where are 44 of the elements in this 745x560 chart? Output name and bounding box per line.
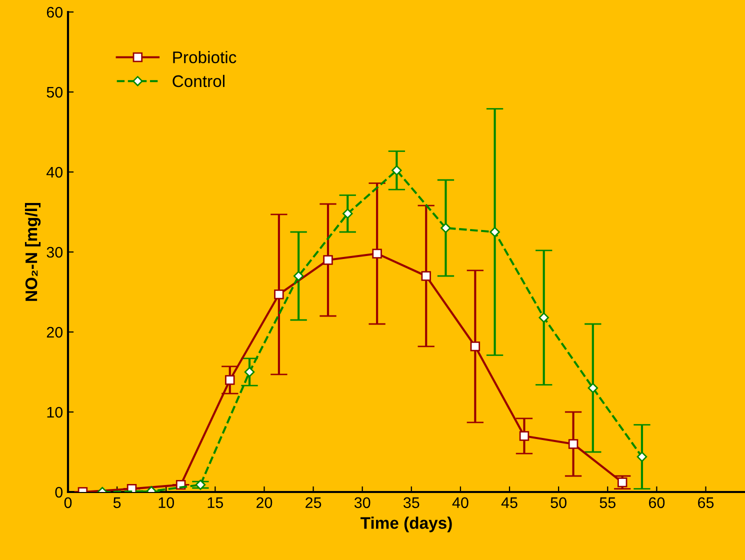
x-axis-title: Time (days) — [360, 516, 452, 532]
point — [392, 165, 402, 176]
x-tick-label: 5 — [113, 497, 121, 508]
point — [244, 366, 255, 378]
x-tick-label: 35 — [403, 497, 420, 508]
point — [519, 431, 530, 441]
point — [225, 375, 235, 385]
point — [538, 312, 549, 323]
x-tick-label: 40 — [452, 497, 468, 508]
point — [293, 270, 304, 282]
point — [323, 255, 333, 265]
y-tick-label: 10 — [47, 406, 63, 418]
y-tick-label: 50 — [46, 86, 63, 98]
point — [342, 208, 353, 219]
point — [636, 452, 648, 462]
y-tick-label: 20 — [46, 326, 63, 338]
x-tick-label: 10 — [158, 497, 174, 508]
x-tick-label: 65 — [698, 497, 714, 508]
point — [421, 271, 431, 281]
x-tick-label: 0 — [64, 497, 72, 508]
point — [588, 382, 598, 394]
x-tick-label: 50 — [550, 497, 566, 508]
x-tick-label: 20 — [256, 497, 272, 508]
point — [470, 342, 480, 352]
legend-label: Control — [172, 74, 224, 88]
x-tick-label: 15 — [208, 497, 224, 508]
y-axis-title: NO₂-N [mg/l] — [24, 202, 41, 301]
point — [195, 480, 206, 490]
x-tick-label: 55 — [600, 497, 616, 508]
x-tick-label: 30 — [354, 497, 370, 508]
point — [440, 222, 451, 234]
x-tick-label: 45 — [501, 497, 518, 508]
point — [372, 248, 382, 258]
point — [490, 226, 500, 238]
x-tick-label: 60 — [648, 497, 665, 508]
y-tick-label: 0 — [55, 486, 63, 498]
y-tick-label: 30 — [46, 246, 63, 258]
y-tick-label: 60 — [46, 6, 63, 18]
y-tick-label: 40 — [46, 166, 63, 178]
point — [568, 439, 578, 449]
x-tick-label: 25 — [306, 497, 322, 508]
legend-label: Probiotic — [173, 51, 236, 64]
point — [617, 478, 628, 488]
point — [274, 290, 284, 300]
